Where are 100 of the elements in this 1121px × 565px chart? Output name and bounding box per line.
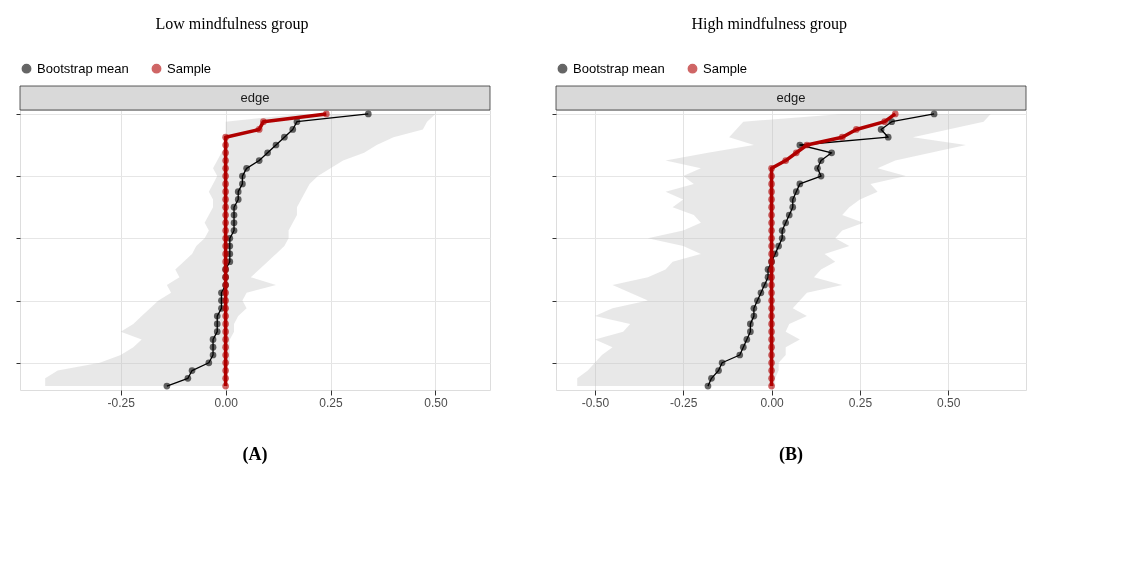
point — [768, 359, 775, 367]
x-tick-label: 0.25 — [319, 395, 344, 410]
point — [792, 149, 800, 157]
point — [264, 149, 271, 157]
point — [761, 281, 768, 289]
point — [796, 141, 804, 149]
point — [222, 304, 229, 312]
point — [222, 188, 229, 196]
point — [708, 374, 715, 382]
point — [222, 203, 229, 211]
text: (B) — [779, 444, 803, 465]
point — [222, 141, 229, 149]
point — [230, 227, 238, 234]
point — [768, 289, 775, 297]
point — [213, 328, 221, 336]
point — [222, 164, 229, 172]
point — [322, 110, 330, 118]
point — [222, 227, 229, 234]
legend-label: Sample — [167, 60, 212, 76]
x-tick-label: -0.25 — [670, 395, 698, 410]
point — [209, 343, 217, 351]
point — [768, 304, 775, 312]
point — [255, 157, 263, 164]
point — [364, 110, 372, 118]
point — [222, 351, 229, 359]
point — [736, 351, 744, 359]
point — [222, 328, 229, 336]
point — [768, 336, 775, 343]
text: edge — [776, 90, 806, 105]
point — [768, 297, 775, 304]
point — [877, 126, 885, 133]
point — [768, 273, 775, 281]
point — [230, 219, 238, 227]
point — [230, 211, 238, 219]
point — [768, 374, 775, 382]
x-tick-label: -0.25 — [107, 395, 136, 410]
point — [768, 328, 775, 336]
point — [768, 234, 775, 242]
point — [222, 297, 229, 304]
point — [213, 312, 221, 320]
point — [768, 250, 775, 258]
x-tick-label: 0.00 — [760, 395, 785, 410]
point — [222, 234, 229, 242]
point — [222, 242, 229, 250]
point — [803, 141, 811, 149]
point — [768, 312, 775, 320]
legend-label: Bootstrap mean — [573, 60, 665, 76]
point — [222, 180, 229, 188]
legend-label: Sample — [703, 60, 748, 76]
point — [188, 367, 196, 374]
point — [782, 219, 790, 227]
point — [817, 157, 825, 164]
point — [768, 211, 775, 219]
point — [222, 374, 229, 382]
point — [768, 351, 775, 359]
x-tick-label: 0.50 — [424, 395, 448, 410]
point — [234, 188, 242, 196]
point — [209, 351, 217, 359]
point — [743, 336, 751, 343]
point — [884, 133, 892, 141]
point — [881, 118, 888, 126]
x-tick-label: 0.00 — [214, 395, 239, 410]
point — [222, 149, 229, 157]
point — [222, 382, 229, 390]
point — [289, 126, 297, 133]
point — [768, 266, 775, 273]
point — [817, 172, 825, 180]
point — [750, 312, 758, 320]
point — [163, 382, 171, 390]
point — [243, 164, 250, 172]
point — [222, 367, 229, 374]
point — [768, 367, 775, 374]
point — [768, 343, 775, 351]
point — [768, 281, 775, 289]
point — [828, 149, 835, 157]
text: (A) — [242, 444, 268, 465]
point — [704, 382, 712, 390]
point — [747, 320, 754, 328]
point — [768, 219, 775, 227]
x-tick-label: 0.50 — [937, 395, 961, 410]
point — [768, 164, 775, 172]
point — [930, 110, 938, 118]
point — [747, 328, 754, 336]
point — [222, 172, 229, 180]
chart-title: Low mindfulness group — [155, 15, 309, 33]
point — [222, 320, 229, 328]
point — [718, 359, 726, 367]
point — [230, 203, 238, 211]
point — [750, 304, 758, 312]
point — [209, 336, 217, 343]
point — [222, 157, 229, 164]
point — [775, 242, 782, 250]
point — [239, 172, 246, 180]
point — [768, 382, 775, 390]
point — [754, 297, 761, 304]
point — [222, 359, 229, 367]
point — [853, 126, 860, 133]
point — [796, 180, 804, 188]
point — [792, 188, 800, 196]
point — [222, 312, 229, 320]
